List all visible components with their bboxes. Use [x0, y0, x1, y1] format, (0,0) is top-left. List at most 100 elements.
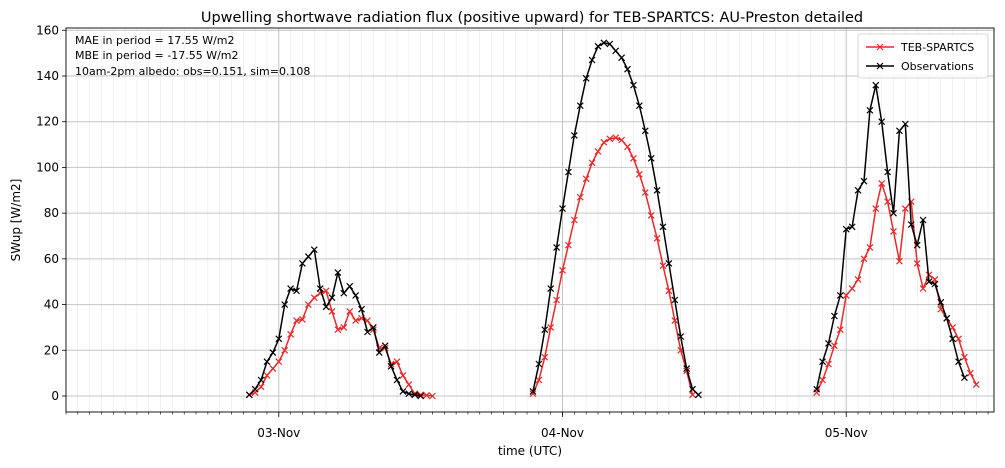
data-point: [955, 335, 962, 343]
data-point: [293, 287, 300, 295]
legend-label-teb: TEB-SPARTCS: [900, 41, 974, 54]
data-point: [624, 65, 631, 73]
data-point: [825, 360, 832, 368]
data-point: [281, 346, 289, 354]
annotation-mbe: MBE in period = -17.55 W/m2: [75, 49, 239, 62]
data-point: [299, 260, 306, 267]
data-point: [624, 143, 631, 151]
y-tick-label: 100: [36, 160, 59, 174]
data-point: [866, 106, 874, 114]
data-point: [411, 391, 419, 399]
data-point: [293, 317, 300, 324]
annotation-albedo: 10am-2pm albedo: obs=0.151, sim=0.108: [75, 65, 310, 78]
data-point: [677, 333, 685, 340]
data-point: [813, 385, 821, 393]
y-axis-label: SWup [W/m2]: [9, 179, 23, 262]
data-point: [635, 170, 643, 178]
data-point: [405, 390, 413, 398]
y-tick-label: 0: [51, 389, 59, 403]
data-point: [966, 369, 974, 377]
y-tick-label: 60: [44, 252, 59, 266]
series-teb-spartcs: [245, 134, 980, 400]
data-point: [553, 296, 561, 304]
legend-box: [857, 33, 989, 79]
data-point: [340, 289, 348, 297]
data-point: [890, 209, 897, 217]
data-point: [369, 324, 377, 331]
data-point: [919, 285, 927, 292]
data-point: [570, 132, 578, 139]
data-point: [275, 358, 283, 366]
data-point: [588, 56, 596, 64]
data-point: [405, 381, 413, 388]
data-point: [535, 360, 543, 368]
data-point: [671, 317, 679, 324]
data-point: [689, 391, 696, 399]
data-point: [854, 276, 862, 283]
data-point: [541, 353, 549, 361]
data-point: [890, 228, 897, 235]
data-point: [949, 335, 957, 343]
series-line: [248, 290, 433, 397]
data-point: [570, 216, 578, 224]
data-point: [559, 266, 566, 274]
data-point: [576, 102, 584, 110]
data-point: [251, 385, 259, 393]
data-point: [393, 358, 401, 366]
data-point: [848, 285, 856, 292]
annotation-mae: MAE in period = 17.55 W/m2: [75, 34, 235, 47]
data-point: [399, 372, 407, 379]
data-point: [907, 221, 915, 228]
data-point: [287, 330, 295, 338]
data-point: [582, 74, 590, 82]
x-axis-label: time (UTC): [498, 444, 562, 458]
data-point: [913, 241, 921, 249]
data-point: [848, 223, 856, 231]
data-point: [937, 298, 945, 306]
data-point: [612, 47, 620, 55]
data-point: [635, 102, 643, 110]
data-point: [653, 186, 661, 194]
data-point: [322, 303, 330, 311]
data-point: [346, 308, 354, 315]
data-point: [257, 383, 265, 391]
data-point: [860, 177, 868, 185]
data-point: [878, 180, 886, 187]
data-point: [961, 353, 968, 361]
data-point: [854, 186, 862, 194]
data-point: [896, 257, 903, 265]
data-point: [901, 120, 909, 128]
data-point: [364, 328, 371, 336]
x-tick-label: 04-Nov: [541, 426, 584, 440]
data-point: [269, 365, 277, 372]
x-tick-label: 05-Nov: [825, 426, 868, 440]
data-point: [334, 269, 342, 276]
data-point: [866, 244, 874, 251]
data-point: [334, 326, 342, 334]
data-point: [695, 391, 702, 399]
chart-title: Upwelling shortwave radiation flux (posi…: [201, 10, 863, 26]
data-point: [582, 175, 590, 183]
data-point: [606, 135, 614, 143]
data-point: [310, 246, 318, 254]
data-point: [417, 391, 425, 399]
legend: TEB-SPARTCS Observations: [857, 33, 989, 79]
data-point: [884, 168, 892, 176]
data-point: [618, 54, 626, 62]
data-point: [535, 376, 543, 384]
data-point: [340, 324, 348, 331]
data-point: [328, 308, 336, 315]
data-point: [819, 376, 827, 384]
data-point: [375, 349, 383, 356]
data-point: [316, 285, 324, 292]
data-point: [618, 136, 626, 144]
data-point: [564, 168, 572, 176]
data-point: [825, 340, 832, 347]
series-line: [815, 84, 966, 390]
data-point: [541, 326, 549, 334]
grid: [65, 28, 994, 412]
data-point: [564, 241, 572, 249]
series-observations: [245, 39, 968, 400]
legend-marker-teb: [876, 43, 884, 51]
